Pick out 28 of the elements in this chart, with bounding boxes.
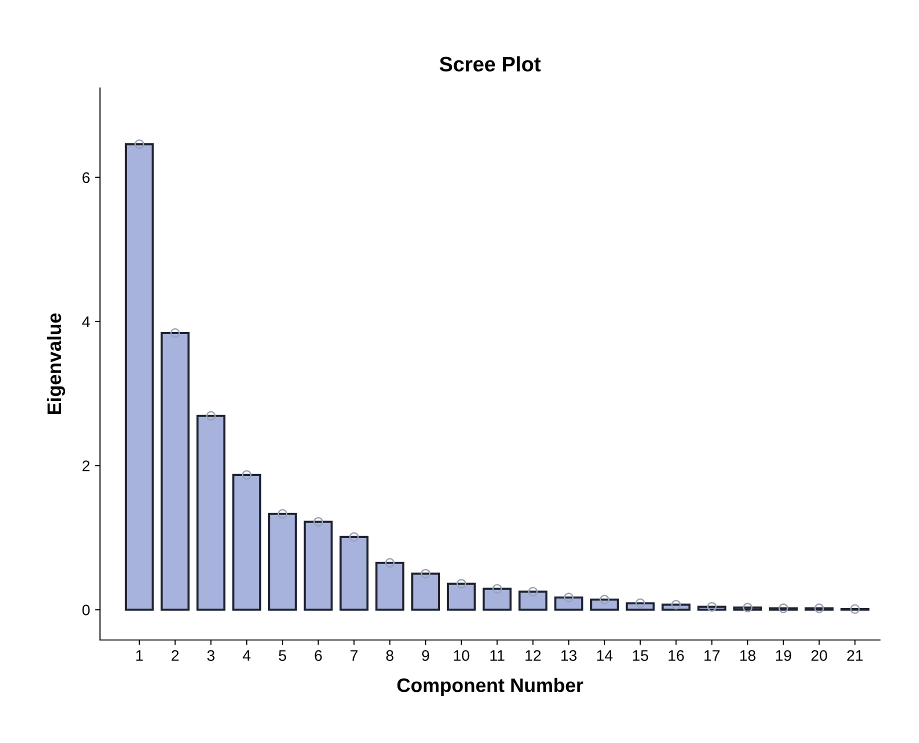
y-tick-label: 4 (82, 316, 90, 328)
x-tick-label: 20 (811, 650, 828, 661)
y-tick-label: 6 (82, 172, 90, 184)
x-tick-label: 6 (314, 650, 322, 661)
x-tick-label: 5 (278, 650, 286, 661)
x-tick-label: 2 (172, 650, 179, 661)
x-tick-label: 12 (526, 650, 541, 661)
x-tick-label: 19 (776, 650, 792, 661)
x-tick-label: 21 (847, 650, 863, 661)
x-tick-label: 10 (454, 650, 470, 661)
x-tick-label: 7 (350, 650, 358, 661)
x-tick-label: 9 (422, 650, 430, 661)
x-tick-label: 3 (207, 650, 214, 661)
x-tick-label: 13 (561, 650, 577, 661)
x-tick-label: 14 (597, 650, 613, 661)
x-tick-label: 17 (704, 650, 720, 661)
y-tick-label: 2 (82, 460, 90, 472)
x-tick-label: 18 (740, 650, 756, 661)
x-tick-label: 15 (632, 650, 648, 661)
y-axis-title: Eigenvalue (46, 313, 66, 414)
x-tick-label: 1 (136, 650, 143, 661)
x-tick-label: 16 (668, 650, 684, 661)
x-tick-label: 4 (242, 650, 250, 661)
x-axis-title: Component Number (397, 678, 584, 696)
x-tick-label: 11 (490, 650, 504, 661)
chart-title: Scree Plot (440, 56, 541, 72)
x-tick-label: 8 (386, 650, 394, 661)
y-tick-label: 0 (82, 604, 90, 616)
